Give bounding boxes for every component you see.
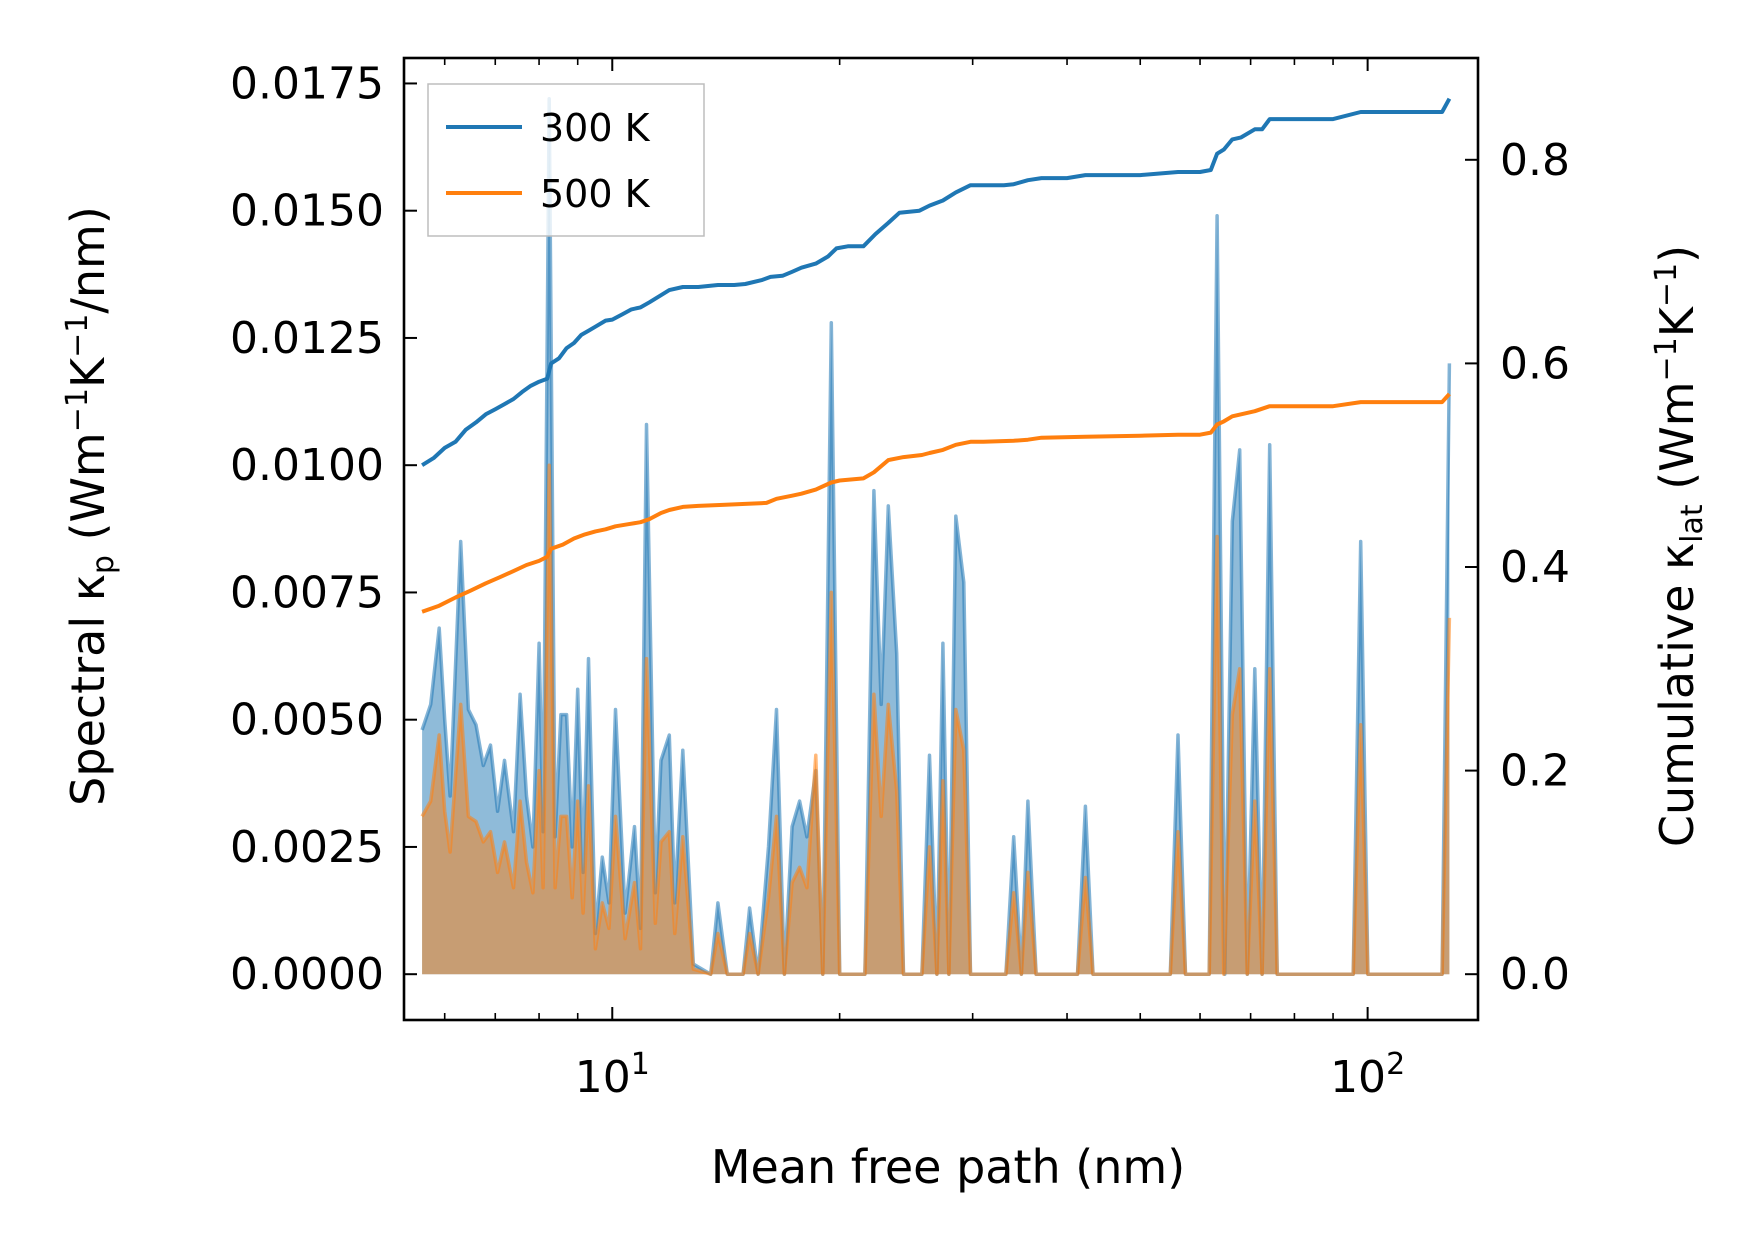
right-y-tick-label: 0.4 xyxy=(1500,542,1570,593)
spectral-area-500k xyxy=(422,465,1450,975)
left-y-tick-label: 0.0150 xyxy=(230,186,384,237)
left-label-sub: p xyxy=(86,555,121,574)
right-y-tick-label: 0.6 xyxy=(1500,338,1570,389)
right-label-sub: lat xyxy=(1675,504,1710,543)
spectral-fills xyxy=(420,96,1452,976)
left-y-tick-label: 0.0050 xyxy=(230,695,384,746)
x-tick-label: 102 xyxy=(1330,1047,1405,1103)
spectral-line-500k xyxy=(420,463,1452,976)
left-y-tick-label: 0.0100 xyxy=(230,440,384,491)
left-label-k: K xyxy=(61,356,115,388)
cumulative-line-300k xyxy=(421,97,1452,467)
left-y-axis-label: Spectral κp (Wm−1K−1/nm) xyxy=(60,206,121,806)
legend-label-300k: 300 K xyxy=(540,106,651,150)
left-label-pre: Spectral κ xyxy=(61,574,115,806)
left-y-tick-label: 0.0125 xyxy=(230,313,384,364)
left-y-tick-label: 0.0000 xyxy=(230,949,384,1000)
legend-box xyxy=(427,83,705,237)
left-label-sup1: −1 xyxy=(60,388,95,432)
x-axis-label: Mean free path (nm) xyxy=(711,1140,1185,1194)
right-label-post: ) xyxy=(1650,245,1704,263)
axis-tick-labels: 0.00000.00250.00500.00750.01000.01250.01… xyxy=(230,58,1570,1103)
spectral-line-300k xyxy=(420,96,1452,976)
right-label-mid: (Wm xyxy=(1650,381,1704,504)
right-label-sup1: −1 xyxy=(1649,337,1684,381)
left-label-mid: (Wm xyxy=(61,432,115,555)
left-y-tick-label: 0.0075 xyxy=(230,567,384,618)
axis-ticks xyxy=(404,58,1478,1020)
left-label-sup2: −1 xyxy=(60,314,95,358)
left-y-tick-label: 0.0175 xyxy=(230,58,384,109)
legend-label-500k: 500 K xyxy=(540,172,651,216)
cumulative-lines xyxy=(421,97,1452,614)
right-y-tick-label: 0.8 xyxy=(1500,135,1570,186)
legend: 300 K 500 K xyxy=(427,83,705,237)
right-label-pre: Cumulative κ xyxy=(1650,543,1704,847)
right-y-tick-label: 0.0 xyxy=(1500,949,1570,1000)
right-label-k: K xyxy=(1650,305,1704,337)
x-tick-label: 101 xyxy=(575,1047,650,1103)
right-y-tick-label: 0.2 xyxy=(1500,746,1570,797)
cumulative-line-500k xyxy=(421,392,1451,614)
right-y-axis-label: Cumulative κlat (Wm−1K−1) xyxy=(1649,245,1710,847)
axes-frame xyxy=(402,56,1480,1022)
left-y-tick-label: 0.0025 xyxy=(230,822,384,873)
left-label-post: /nm) xyxy=(61,206,115,313)
right-label-sup2: −1 xyxy=(1649,263,1684,307)
plot-area xyxy=(420,96,1452,976)
